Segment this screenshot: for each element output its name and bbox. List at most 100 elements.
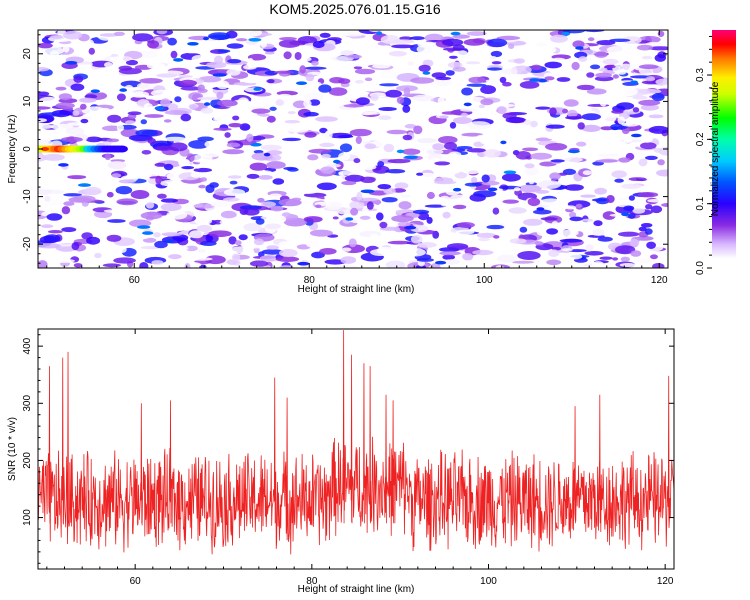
heatmap-cell <box>404 225 417 230</box>
heatmap-cell <box>564 184 584 191</box>
heatmap-cell <box>480 139 502 145</box>
heatmap-cell <box>273 215 287 224</box>
heatmap-cell <box>651 93 665 102</box>
heatmap-cell <box>545 124 565 129</box>
y-tick-label: 0 <box>22 146 33 152</box>
heatmap-cell <box>198 76 222 83</box>
heatmap-cell <box>333 159 341 164</box>
heatmap-cell <box>443 259 460 265</box>
heatmap-cell <box>107 114 122 123</box>
heatmap-cell <box>472 249 494 256</box>
heatmap-cell <box>545 143 568 151</box>
heatmap-cell <box>609 80 621 88</box>
heatmap-cell <box>460 112 469 118</box>
heatmap-cell <box>223 188 246 197</box>
heatmap-cell <box>185 245 198 252</box>
heatmap-cell <box>494 190 506 194</box>
heatmap-cell <box>116 198 138 206</box>
heatmap-cell <box>258 175 273 180</box>
heatmap-cell <box>63 30 83 40</box>
heatmap-cell <box>319 248 337 255</box>
heatmap-cell <box>353 66 363 70</box>
heatmap-cell <box>189 154 213 163</box>
heatmap-cell <box>275 99 284 106</box>
heatmap-cell <box>43 234 61 243</box>
heatmap-cell <box>501 173 521 182</box>
heatmap-cell <box>533 209 552 215</box>
heatmap-cell <box>645 204 653 210</box>
colorbar: 0.0 0.1 0.2 0.3 Normalized spectral amplitu… <box>695 30 736 275</box>
heatmap-cell <box>648 46 668 51</box>
snr-ylabel: SNR (10 * v/v) <box>7 417 18 481</box>
heatmap-cell <box>339 97 348 106</box>
heatmap-cell <box>255 218 265 225</box>
heatmap-cell <box>38 185 61 190</box>
x-tick-label: 120 <box>651 275 668 286</box>
heatmap-cell <box>41 211 49 217</box>
heatmap-cell <box>435 260 447 265</box>
heatmap-cell <box>197 136 214 142</box>
heatmap-cell <box>466 83 487 87</box>
heatmap-cell <box>416 172 424 176</box>
snr-ticks: 60 80 100 120 100 200 300 400 <box>22 329 674 587</box>
heatmap-cell <box>356 191 363 201</box>
heatmap-cell <box>518 184 542 193</box>
heatmap-cell <box>337 36 354 46</box>
heatmap-cell <box>253 238 265 246</box>
heatmap-cell <box>154 240 168 249</box>
heatmap-cell <box>94 252 102 259</box>
heatmap-cell <box>398 201 412 210</box>
heatmap-cell <box>304 66 327 70</box>
heatmap-cell <box>364 77 373 82</box>
heatmap-cell <box>315 116 338 122</box>
heatmap-cell <box>449 209 472 216</box>
heatmap-cell <box>434 161 451 166</box>
heatmap-cell <box>637 192 659 198</box>
heatmap-cell <box>496 106 507 114</box>
heatmap-cell <box>61 227 77 233</box>
x-tick-label: 100 <box>480 576 497 587</box>
heatmap-cell <box>216 91 224 100</box>
heatmap-cell <box>308 148 332 154</box>
colorbar-gradient <box>712 30 736 268</box>
heatmap-cell <box>513 58 526 64</box>
heatmap-cell <box>93 166 109 171</box>
heatmap-cell <box>106 234 122 242</box>
spectrogram-ylabel: Frequency (Hz) <box>7 115 18 184</box>
heatmap-cell <box>418 64 431 72</box>
heatmap-cell <box>515 151 531 160</box>
heatmap-cell <box>278 241 291 248</box>
heatmap-cell <box>278 39 301 48</box>
heatmap-cell <box>620 256 630 262</box>
heatmap-cell <box>297 36 318 45</box>
snr-panel: 60 80 100 120 100 200 300 400 Height of straigh… <box>7 328 675 595</box>
heatmap-cell <box>558 43 567 48</box>
heatmap-cell <box>499 76 507 84</box>
heatmap-cell <box>63 201 75 206</box>
heatmap-cell <box>517 251 541 260</box>
heatmap-cell <box>561 248 573 252</box>
heatmap-cell <box>611 170 627 178</box>
heatmap-cell <box>281 212 291 218</box>
heatmap-cell <box>592 228 605 236</box>
heatmap-cell <box>220 210 237 219</box>
heatmap-cell <box>614 178 624 183</box>
heatmap-cell <box>446 243 469 250</box>
heatmap-cell <box>193 164 202 169</box>
heatmap-cell <box>586 88 607 95</box>
heatmap-cell <box>402 134 413 141</box>
heatmap-cell <box>386 129 408 135</box>
heatmap-cell <box>315 204 322 208</box>
heatmap-cell <box>453 98 460 108</box>
heatmap-cell <box>502 199 519 204</box>
heatmap-cell <box>647 198 667 203</box>
heatmap-cell <box>106 138 120 143</box>
heatmap-cell <box>189 104 197 110</box>
heatmap-cell <box>329 95 340 100</box>
heatmap-cell <box>456 146 473 150</box>
figure-title: KOM5.2025.076.01.15.G16 <box>269 1 440 17</box>
heatmap-cell <box>166 210 188 220</box>
heatmap-cell <box>621 183 642 189</box>
heatmap-cell <box>422 71 431 75</box>
heatmap-cell <box>318 84 332 93</box>
